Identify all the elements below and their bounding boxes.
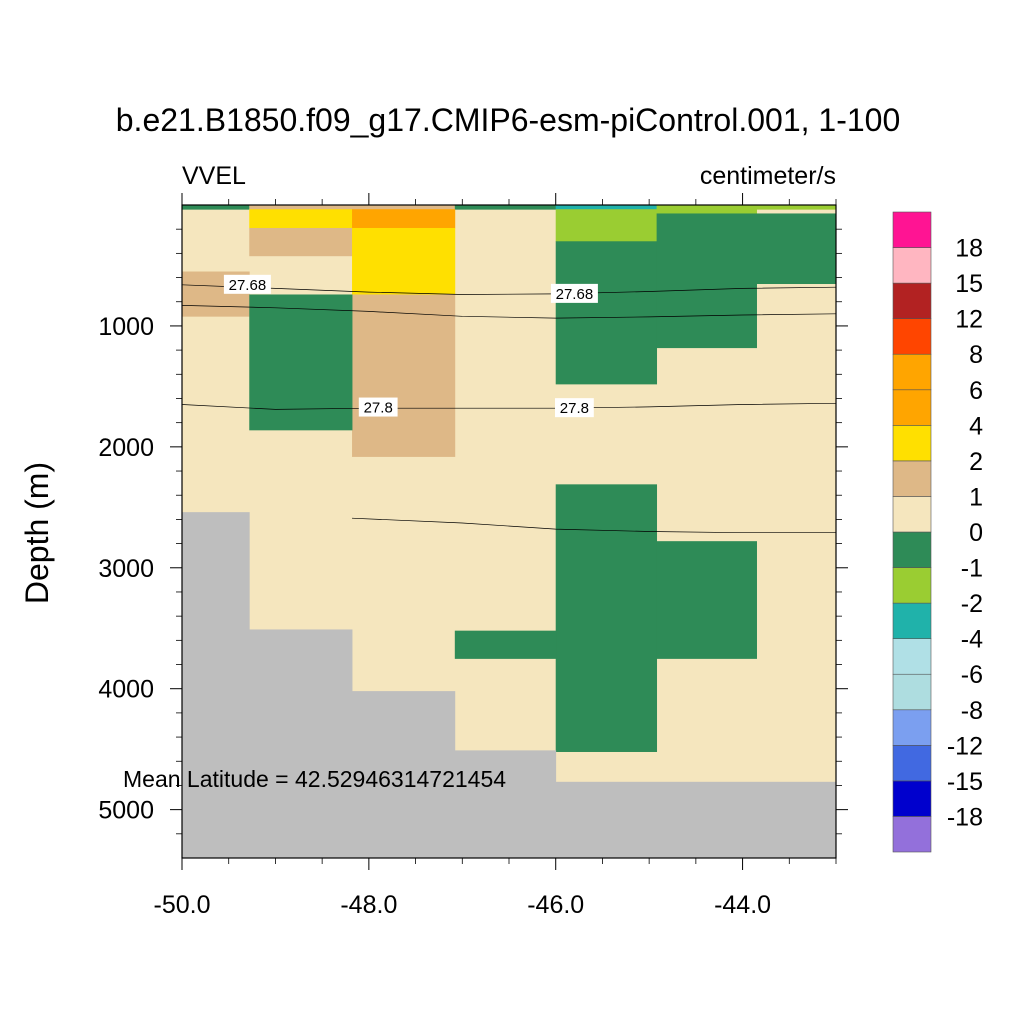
field-cell-21 [454,630,557,659]
field-cell-10 [352,227,456,295]
colorbar-box-17 [892,211,932,248]
contour-label-box [555,398,594,418]
colorbar-box-16 [892,247,932,284]
colorbar-label: 0 [969,519,983,547]
contour-label: 27.68 [556,286,594,303]
y-tick-label: 4000 [98,676,154,704]
colorbar-box-7 [892,567,932,604]
field-cell-18 [756,213,837,285]
field-cell-3 [352,205,456,210]
field-cell-2 [249,205,353,210]
x-tick-label: -48.0 [340,891,397,919]
contour-label-box [550,283,598,303]
field-cell-22 [182,512,250,859]
field-cell-5 [555,205,658,210]
field-cell-6 [656,205,837,210]
colorbar-label: -8 [961,697,983,725]
field-cell-13 [249,294,353,431]
colorbar-label: 4 [969,412,983,440]
colorbar-box-1 [892,780,932,817]
colorbar-label: 1 [969,483,983,511]
mean-latitude-annotation: Mean Latitude = 42.52946314721454 [123,766,506,792]
field-cell-14 [555,209,658,242]
colorbar-label: 15 [955,270,983,298]
colorbar-label: -15 [947,768,983,796]
colorbar-label: -6 [961,661,983,689]
contour-line-1 [181,305,837,319]
y-tick-label: 5000 [98,797,154,825]
colorbar-box-0 [892,816,932,853]
contour-label: 27.68 [229,277,267,294]
x-tick-label: -44.0 [714,891,771,919]
colorbar-box-12 [892,389,932,426]
x-tick-label: -46.0 [527,891,584,919]
colorbar-box-14 [892,318,932,355]
field-cell-26 [555,781,837,859]
field-cell-23 [249,629,353,859]
colorbar-box-2 [892,745,932,782]
colorbar-box-15 [892,282,932,319]
colorbar-label: -1 [961,555,983,583]
field-cell-17 [656,213,757,349]
field-cell-15 [656,209,757,214]
colorbar-label: -2 [961,590,983,618]
colorbar-box-8 [892,531,932,568]
colorbar-box-6 [892,602,932,639]
field-cell-20 [656,541,757,659]
contour-label: 27.8 [560,400,589,417]
colorbar-label: 8 [969,341,983,369]
contour-label: 27.8 [364,400,393,417]
colorbar-box-11 [892,425,932,462]
units-label: centimeter/s [700,162,836,190]
field-cell-1 [182,205,250,210]
plot-area [182,205,837,859]
field-cell-19 [555,484,658,752]
y-tick-label: 2000 [98,434,154,462]
contour-line-3 [351,517,836,534]
field-cell-8 [249,227,353,257]
field-cell-25 [454,750,557,859]
contour-label-box [223,274,271,294]
y-tick-label: 3000 [98,555,154,583]
colorbar-box-10 [892,460,932,497]
field-cell-7 [249,209,353,229]
contour-line-2 [181,402,837,410]
colorbar-box-3 [892,709,932,746]
x-tick-label: -50.0 [154,891,211,919]
colorbar-label: 12 [955,306,983,334]
y-axis-label: Depth (m) [19,462,55,604]
contour-line-0 [181,284,837,295]
variable-label: VVEL [182,162,246,190]
contour-label-box [358,397,398,417]
field-cell-24 [352,691,456,859]
colorbar-label: -4 [961,626,983,654]
field-cell-11 [352,294,456,457]
colorbar-box-5 [892,638,932,675]
axes: -50.0 -48.0 -46.0 -44.0 1000 2000 3000 4000 5000 [98,193,848,919]
colorbar-label: 6 [969,377,983,405]
colorbar-box-9 [892,496,932,533]
colorbar-box-13 [892,353,932,391]
density-contours: 27.68 27.68 27.8 27.8 [181,274,837,534]
colorbar-label: 18 [955,235,983,263]
colorbar-box-4 [892,673,932,711]
y-tick-label: 1000 [98,313,154,341]
field-cell-16 [555,241,658,385]
colorbar-label: -12 [947,732,983,760]
field-cell-9 [352,209,456,229]
field-cell-4 [454,205,557,210]
colorbar-label: -18 [947,803,983,831]
colorbar-label: 2 [969,448,983,476]
chart-title: b.e21.B1850.f09_g17.CMIP6-esm-piControl.… [116,102,900,138]
